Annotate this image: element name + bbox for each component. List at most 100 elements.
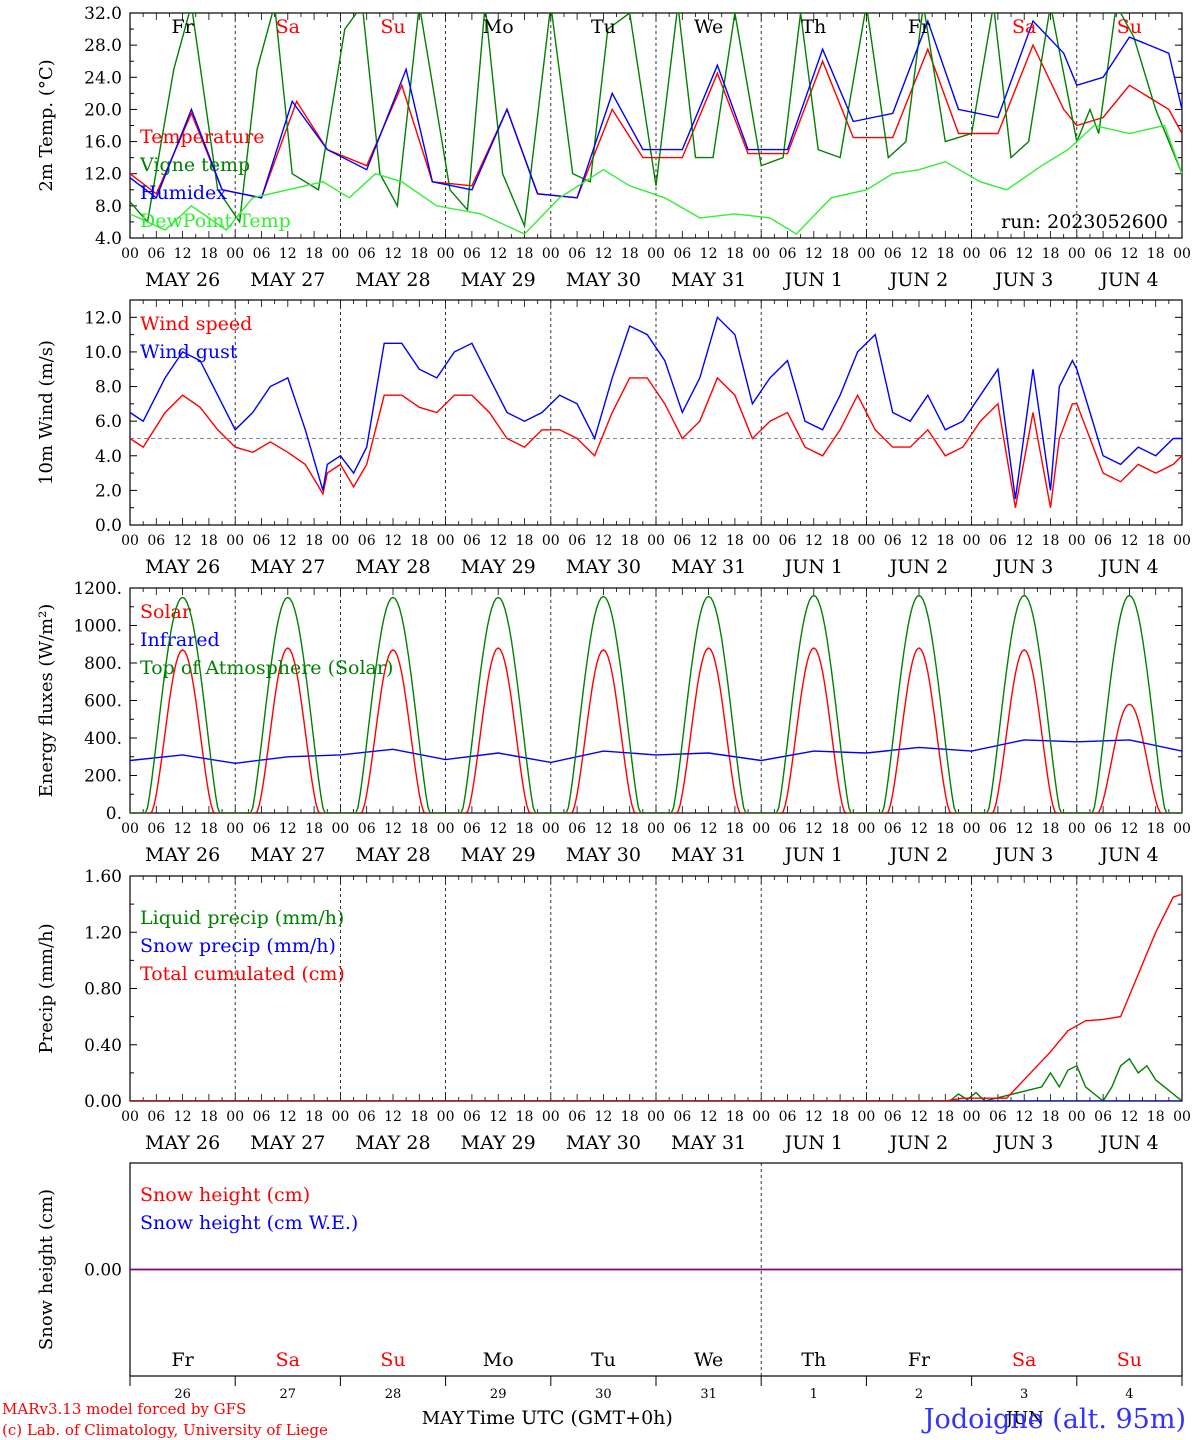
y-tick-label: 800. (84, 654, 122, 674)
y-tick-label: 0. (106, 804, 122, 824)
hour-label: 18 (200, 1109, 218, 1125)
day-number: 28 (385, 1387, 402, 1402)
hour-label: 18 (516, 246, 534, 262)
hour-label: 00 (1068, 1109, 1086, 1125)
hour-label: 00 (1068, 821, 1086, 837)
weekday-label: Fr (908, 16, 931, 38)
hour-label: 18 (831, 246, 849, 262)
hour-label: 06 (463, 246, 481, 262)
hour-label: 12 (1015, 1109, 1033, 1125)
hour-label: 18 (1042, 533, 1060, 549)
hour-label: 00 (1173, 821, 1191, 837)
date-label: MAY 28 (355, 556, 430, 578)
legend-entry: Liquid precip (mm/h) (140, 907, 344, 929)
y-tick-label: 20.0 (84, 100, 122, 120)
hour-label: 06 (568, 246, 586, 262)
hour-label: 06 (779, 246, 797, 262)
hour-label: 00 (437, 821, 455, 837)
weekday-label-bottom: Sa (276, 1349, 300, 1371)
y-tick-label: 1.20 (84, 923, 122, 943)
legend-entry: Wind speed (140, 313, 252, 335)
hour-label: 00 (647, 246, 665, 262)
hour-label: 12 (594, 821, 612, 837)
legend-entry: Solar (140, 601, 192, 623)
y-tick-label: 4.0 (95, 447, 122, 467)
date-label: MAY 31 (671, 844, 746, 866)
hour-label: 06 (673, 246, 691, 262)
weekday-label-bottom: Su (380, 1349, 405, 1371)
hour-label: 18 (410, 1109, 428, 1125)
hour-label: 12 (174, 821, 192, 837)
weekday-label-bottom: Th (801, 1349, 826, 1371)
hour-label: 06 (358, 1109, 376, 1125)
hour-label: 18 (621, 246, 639, 262)
hour-label: 06 (779, 821, 797, 837)
hour-label: 18 (831, 821, 849, 837)
weekday-label-bottom: Fr (908, 1349, 931, 1371)
panel-temperature: 4.0 8.0 12.0 16.0 20.0 24.0 28.0 32.0 2m Temp. (… (36, 4, 1191, 291)
date-label: MAY 26 (145, 269, 220, 291)
hour-label: 00 (1068, 533, 1086, 549)
date-label: JUN 2 (888, 556, 948, 578)
hour-label: 18 (1042, 1109, 1060, 1125)
hour-label: 12 (489, 246, 507, 262)
month-label-left: MAY (422, 1408, 466, 1429)
hour-label: 12 (174, 246, 192, 262)
date-label: JUN 1 (783, 556, 843, 578)
hour-label: 00 (121, 1109, 139, 1125)
date-label: JUN 1 (783, 844, 843, 866)
hour-label: 00 (331, 533, 349, 549)
series-line-solar (130, 647, 1182, 813)
hour-label: 18 (200, 821, 218, 837)
legend-entry: Vigne temp (139, 154, 250, 176)
y-tick-label: 4.0 (95, 229, 122, 249)
hour-label: 12 (489, 533, 507, 549)
hour-label: 06 (989, 533, 1007, 549)
hour-label: 00 (542, 533, 560, 549)
y-tick-label: 8.0 (95, 378, 122, 398)
date-label: MAY 28 (355, 269, 430, 291)
date-label: MAY 31 (671, 1132, 746, 1154)
date-label: MAY 29 (461, 1132, 536, 1154)
y-tick-label: 16.0 (84, 133, 122, 153)
series-line-humidex (130, 18, 1182, 199)
hour-label: 18 (1147, 1109, 1165, 1125)
hour-label: 06 (989, 246, 1007, 262)
date-label: MAY 29 (461, 556, 536, 578)
hour-label: 00 (331, 246, 349, 262)
date-label: MAY 26 (145, 556, 220, 578)
hour-label: 12 (174, 533, 192, 549)
model-credit: MARv3.13 model forced by GFS (2, 1400, 246, 1418)
date-label: MAY 27 (250, 269, 325, 291)
hour-label: 00 (226, 533, 244, 549)
date-label: JUN 2 (888, 844, 948, 866)
day-number: 2 (915, 1387, 923, 1402)
hour-label: 00 (647, 1109, 665, 1125)
day-number: 1 (810, 1387, 818, 1402)
series-line-infrared (130, 739, 1182, 765)
day-number: 27 (280, 1387, 297, 1402)
hour-label: 12 (1120, 246, 1138, 262)
date-label: JUN 2 (888, 269, 948, 291)
hour-label: 18 (831, 1109, 849, 1125)
hour-label: 18 (1147, 246, 1165, 262)
date-label: MAY 30 (566, 269, 641, 291)
hour-label: 12 (805, 821, 823, 837)
date-label: MAY 29 (461, 269, 536, 291)
series-line-total-cumulated-cm- (130, 893, 1182, 1101)
hour-label: 06 (673, 533, 691, 549)
hour-label: 06 (147, 821, 165, 837)
y-tick-label: 0.40 (84, 1036, 122, 1056)
hour-label: 18 (726, 246, 744, 262)
day-number: 31 (700, 1387, 717, 1402)
hour-label: 12 (910, 246, 928, 262)
y-axis-label: 2m Temp. (°C) (36, 59, 57, 191)
day-number: 3 (1020, 1387, 1028, 1402)
legend-entry: Snow height (cm W.E.) (140, 1212, 358, 1234)
hour-label: 06 (989, 821, 1007, 837)
hour-label: 06 (989, 1109, 1007, 1125)
hour-label: 00 (437, 533, 455, 549)
hour-label: 18 (621, 1109, 639, 1125)
date-label: JUN 4 (1098, 844, 1158, 866)
hour-label: 12 (594, 533, 612, 549)
